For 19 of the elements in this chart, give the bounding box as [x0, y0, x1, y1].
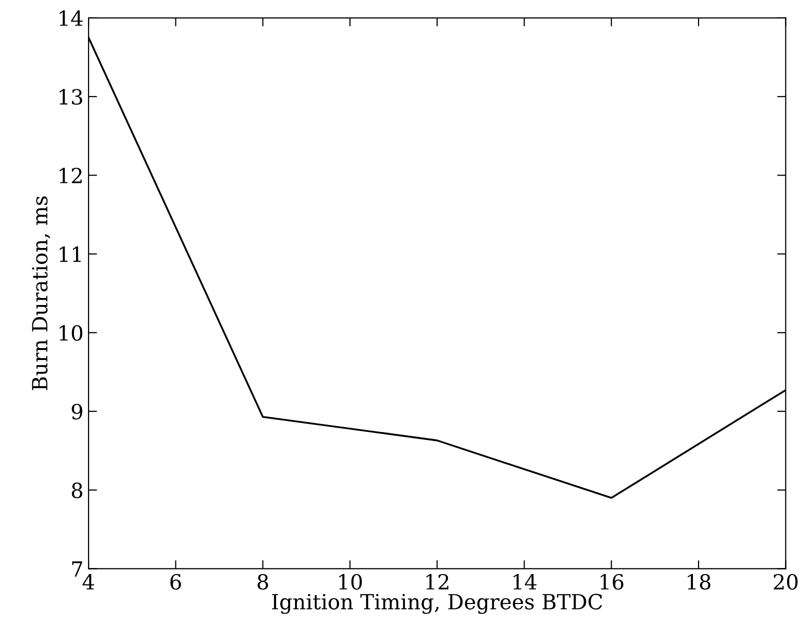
y-tick-label: 13 [60, 89, 82, 105]
x-tick-label: 12 [426, 574, 448, 590]
x-tick-label: 16 [600, 574, 624, 590]
y-axis-title: Burn Duration, ms [32, 196, 50, 390]
x-tick-label: 14 [514, 574, 536, 590]
y-tick-label: 14 [60, 10, 83, 26]
y-tick-label: 8 [72, 482, 82, 498]
y-tick-label: 10 [60, 325, 82, 341]
x-axis-title: Ignition Timing, Degrees BTDC [272, 594, 602, 614]
x-tick-label: 6 [170, 574, 182, 590]
y-tick-label: 7 [72, 561, 82, 577]
y-tick-label: 9 [72, 404, 82, 420]
x-tick-label: 4 [82, 574, 94, 590]
y-tick-label: 12 [60, 168, 82, 184]
y-tick-label: 11 [60, 246, 81, 262]
x-tick-label: 20 [774, 574, 798, 590]
x-tick-label: 8 [258, 574, 268, 590]
x-tick-label: 10 [339, 574, 362, 590]
x-tick-label: 18 [688, 574, 710, 590]
